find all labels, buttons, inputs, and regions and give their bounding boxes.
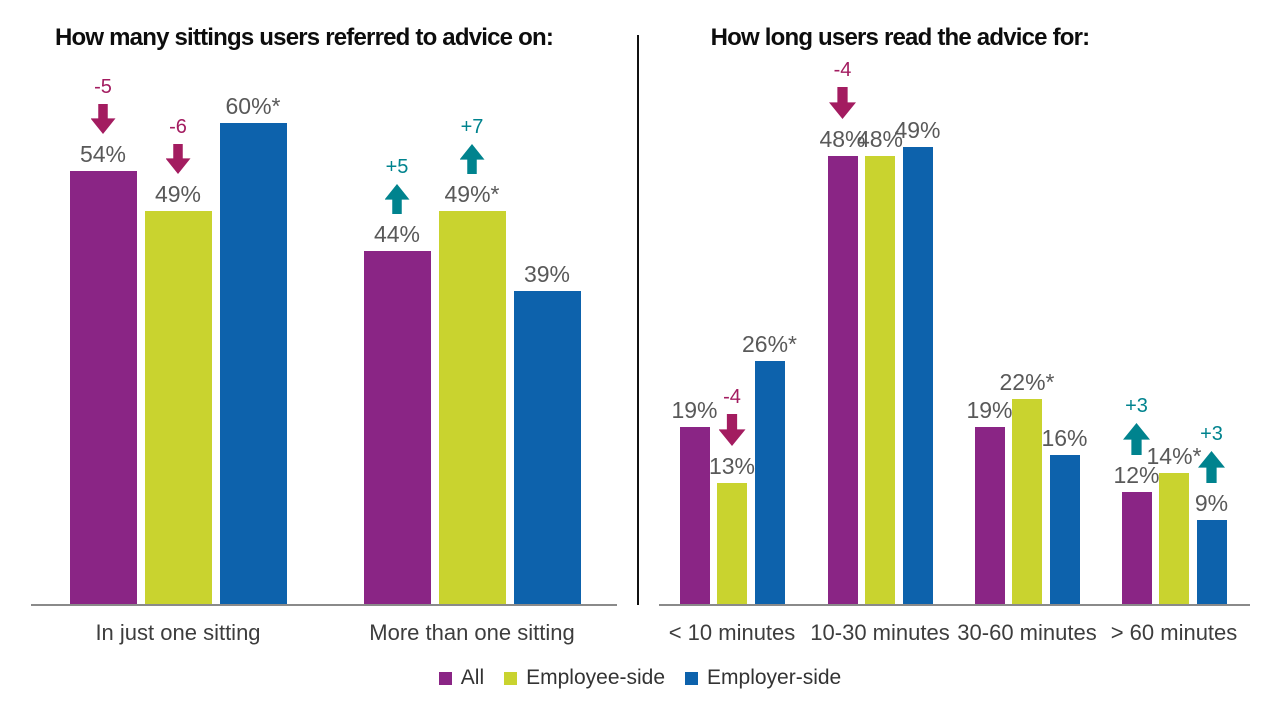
legend-label: Employee-side	[526, 666, 666, 689]
legend: All Employee-side Employer-side	[0, 666, 1280, 690]
data-label: 49%	[894, 117, 941, 143]
bar-all	[679, 427, 710, 604]
right-x-axis	[659, 604, 1250, 606]
chart-divider	[637, 35, 639, 605]
right-chart-title: How long users read the advice for:	[710, 24, 1091, 51]
bar-all	[69, 171, 137, 604]
category-label: > 60 minutes	[1110, 620, 1238, 645]
legend-item-employer-side: Employer-side	[685, 666, 841, 690]
data-label: 49%*	[444, 181, 500, 207]
change-value-label: -4	[723, 386, 741, 408]
change-value-label: -4	[833, 59, 852, 81]
data-label: 26%*	[742, 331, 797, 357]
category-label: 10-30 minutes	[810, 620, 950, 645]
legend-item-all: All	[438, 666, 485, 690]
change-value-label: +5	[385, 156, 409, 178]
legend-label: Employer-side	[707, 666, 842, 689]
category-label: < 10 minutes	[668, 620, 796, 645]
data-label: 14%*	[1146, 443, 1202, 469]
increase-arrow-icon	[459, 144, 485, 174]
change-value-label: -6	[169, 116, 187, 138]
bar-all	[1121, 492, 1152, 604]
data-label: 22%*	[999, 369, 1055, 395]
bar-employer-side	[219, 123, 287, 604]
legend-item-employee-side: Employee-side	[504, 666, 665, 690]
bar-employee-side	[1012, 399, 1042, 604]
data-label: 49%	[154, 181, 202, 207]
category-label: More than one sitting	[369, 620, 575, 645]
data-label: 48%	[856, 126, 904, 152]
bar-all	[363, 251, 431, 604]
bar-employer-side	[1196, 520, 1227, 604]
bar-employee-side	[717, 483, 747, 604]
legend-label: All	[460, 666, 485, 689]
left-chart-title: How many sittings users referred to advi…	[55, 24, 554, 51]
bar-employer-side	[754, 361, 785, 604]
bar-employer-side	[1049, 455, 1080, 604]
bar-employer-side	[513, 291, 581, 604]
data-label: 16%	[1041, 425, 1088, 451]
data-label: 19%	[966, 397, 1013, 423]
change-value-label: +3	[1125, 395, 1148, 417]
data-label: 12%	[1113, 462, 1160, 488]
data-label: 60%*	[225, 93, 281, 119]
decrease-arrow-icon	[90, 104, 116, 134]
change-value-label: +7	[460, 116, 484, 138]
data-label: 19%	[671, 397, 718, 423]
bar-all	[827, 156, 858, 604]
legend-swatch-icon	[438, 671, 452, 685]
bar-all	[974, 427, 1005, 604]
change-value-label: -5	[94, 76, 112, 98]
data-label: 54%	[79, 141, 127, 167]
category-label: In just one sitting	[95, 620, 261, 645]
decrease-arrow-icon	[829, 87, 856, 119]
bar-employer-side	[902, 147, 933, 604]
bar-employee-side	[438, 211, 506, 604]
left-x-axis	[31, 604, 617, 606]
data-label: 44%	[373, 221, 421, 247]
bar-employee-side	[1159, 473, 1189, 604]
bar-employee-side	[144, 211, 212, 604]
data-label: 9%	[1194, 490, 1229, 516]
data-label: 48%	[819, 126, 866, 152]
legend-swatch-icon	[504, 671, 518, 685]
bar-employee-side	[865, 156, 895, 604]
legend-swatch-icon	[685, 671, 699, 685]
category-label: 30-60 minutes	[957, 620, 1097, 645]
change-value-label: +3	[1200, 423, 1223, 445]
data-label: 39%	[523, 261, 571, 287]
data-label: 13%	[708, 453, 756, 479]
